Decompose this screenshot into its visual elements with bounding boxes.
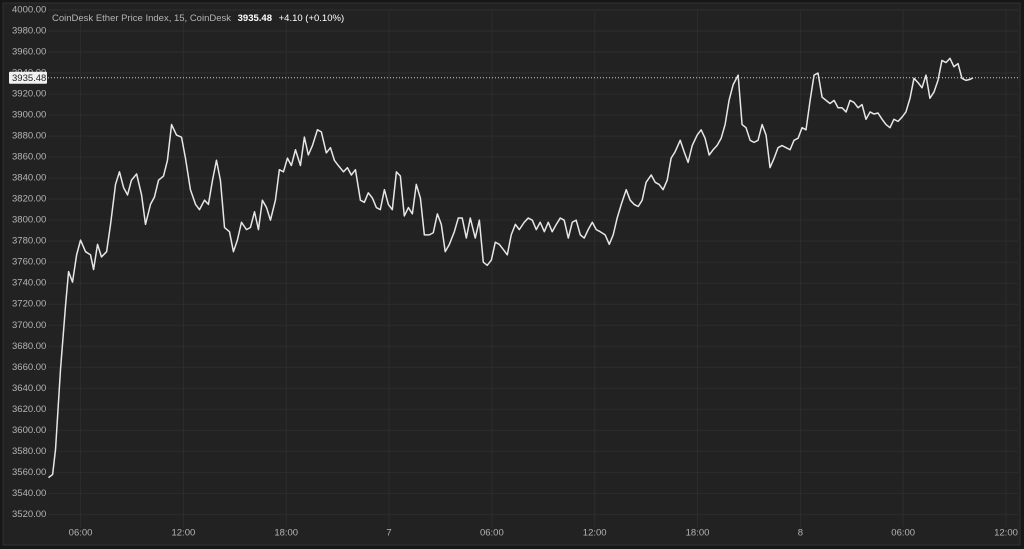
- x-tick-label: 06:00: [480, 528, 504, 539]
- y-tick-label: 3520.00: [12, 509, 46, 520]
- y-tick-label: 3780.00: [12, 236, 46, 247]
- y-tick-label: 3880.00: [12, 131, 46, 142]
- y-tick-label: 3900.00: [12, 110, 46, 121]
- y-tick-label: 3640.00: [12, 383, 46, 394]
- x-tick-label: 8: [798, 528, 803, 539]
- y-tick-label: 3980.00: [12, 26, 46, 37]
- legend: CoinDesk Ether Price Index, 15, CoinDesk…: [52, 13, 344, 24]
- x-tick-label: 12:00: [583, 528, 607, 539]
- x-tick-label: 12:00: [994, 528, 1018, 539]
- y-tick-label: 3740.00: [12, 278, 46, 289]
- last-price-box: [9, 71, 47, 84]
- y-tick-label: 3820.00: [12, 194, 46, 205]
- y-tick-label: 3680.00: [12, 341, 46, 352]
- last-price-label: 3935.48: [12, 73, 46, 84]
- legend-title: CoinDesk Ether Price Index, 15, CoinDesk: [52, 13, 231, 24]
- legend-change: +4.10 (+0.10%): [279, 13, 345, 24]
- y-tick-label: 3660.00: [12, 362, 46, 373]
- y-tick-label: 3800.00: [12, 215, 46, 226]
- marks: [48, 57, 1018, 479]
- x-tick-label: 06:00: [891, 528, 915, 539]
- y-tick-label: 4000.00: [12, 5, 46, 16]
- y-tick-label: 3600.00: [12, 425, 46, 436]
- y-tick-label: 3620.00: [12, 404, 46, 415]
- y-tick-label: 3580.00: [12, 446, 46, 457]
- y-tick-label: 3920.00: [12, 89, 46, 100]
- x-tick-label: 06:00: [69, 528, 93, 539]
- grid: [48, 9, 1018, 527]
- x-tick-label: 18:00: [274, 528, 298, 539]
- y-tick-label: 3560.00: [12, 467, 46, 478]
- y-tick-label: 3720.00: [12, 299, 46, 310]
- legend-price: 3935.48: [238, 13, 272, 24]
- x-tick-label: 7: [386, 528, 391, 539]
- y-tick-label: 3700.00: [12, 320, 46, 331]
- x-tick-label: 12:00: [171, 528, 195, 539]
- y-tick-label: 3760.00: [12, 257, 46, 268]
- y-tick-label: 3860.00: [12, 152, 46, 163]
- y-tick-label: 3960.00: [12, 47, 46, 58]
- y-tick-label: 3840.00: [12, 173, 46, 184]
- x-tick-label: 18:00: [686, 528, 710, 539]
- price-line: [48, 57, 974, 479]
- y-tick-label: 3540.00: [12, 488, 46, 499]
